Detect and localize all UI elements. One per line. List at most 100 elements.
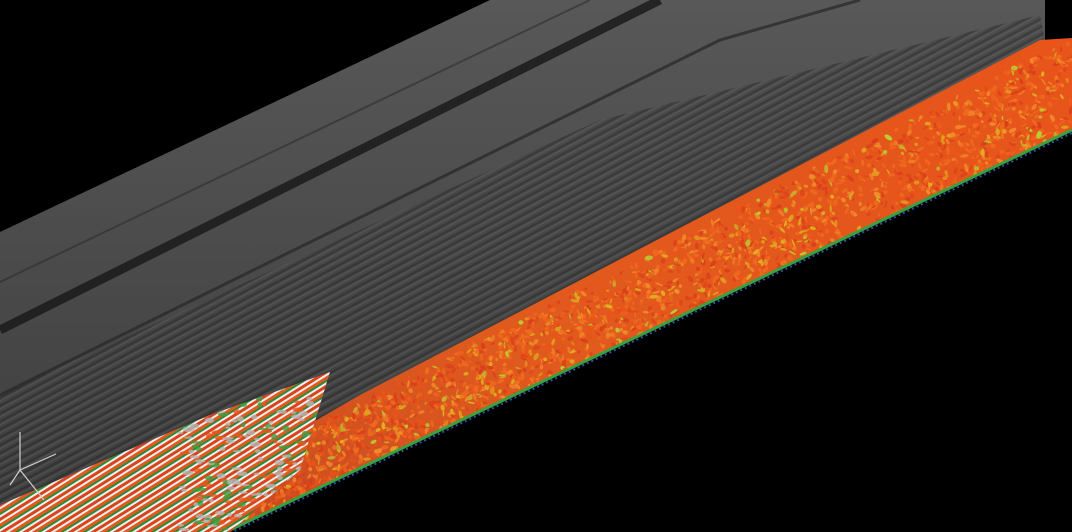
turbulent-structure [859, 175, 866, 180]
turbulent-structure [779, 226, 786, 233]
turbulent-structure [436, 366, 441, 375]
turbulent-structure [920, 149, 925, 155]
turbulent-structure [800, 174, 806, 179]
turbulent-structure [804, 199, 809, 204]
turbulent-structure [1018, 89, 1026, 96]
turbulent-structure [882, 150, 888, 155]
turbulent-structure [803, 204, 808, 212]
turbulent-structure [548, 354, 552, 359]
turbulent-structure [734, 252, 738, 258]
turbulent-structure [982, 124, 987, 128]
turbulent-structure [333, 431, 338, 439]
transition-structure [231, 467, 242, 471]
turbulent-structure [763, 235, 772, 239]
transition-structure [205, 433, 213, 439]
turbulent-structure [830, 219, 836, 227]
transition-structure [293, 400, 301, 404]
turbulent-structure [1037, 112, 1043, 116]
turbulent-structure [1041, 78, 1046, 86]
turbulent-structure [425, 423, 430, 428]
transition-structure [284, 461, 293, 465]
turbulent-structure [408, 388, 413, 394]
turbulent-structure [529, 370, 534, 374]
turbulent-structure [840, 154, 845, 158]
transition-structure [195, 514, 205, 519]
turbulent-structure [978, 147, 981, 154]
turbulent-structure [373, 442, 378, 448]
turbulent-structure [393, 402, 400, 409]
turbulent-structure [712, 291, 720, 296]
turbulent-structure [945, 138, 950, 145]
turbulent-structure [673, 302, 677, 310]
turbulent-structure [470, 365, 476, 371]
turbulent-structure [795, 231, 799, 236]
turbulent-structure [602, 293, 608, 299]
turbulent-structure [543, 357, 547, 362]
turbulent-structure [457, 414, 460, 419]
turbulent-structure [1001, 103, 1004, 112]
turbulent-structure [826, 198, 833, 206]
turbulent-structure [971, 122, 979, 128]
turbulent-structure [929, 110, 933, 115]
turbulent-structure [475, 380, 479, 384]
turbulent-structure [614, 318, 620, 323]
transition-structure [281, 425, 290, 431]
turbulent-structure [971, 147, 977, 152]
turbulent-structure [1018, 100, 1024, 106]
turbulent-structure [908, 176, 913, 182]
turbulent-structure [916, 173, 921, 177]
turbulent-structure [1065, 89, 1072, 96]
turbulent-structure [1046, 91, 1051, 96]
turbulent-structure [1053, 86, 1059, 91]
turbulent-structure [848, 155, 853, 160]
transition-structure [231, 419, 238, 423]
transition-structure [177, 431, 184, 435]
turbulent-structure [923, 136, 930, 141]
turbulent-structure [1052, 47, 1055, 52]
transition-structure [208, 461, 216, 464]
turbulent-structure [919, 162, 929, 165]
turbulent-structure [910, 193, 914, 199]
turbulent-structure [831, 158, 837, 166]
turbulent-structure [557, 314, 561, 319]
transition-structure [267, 426, 276, 430]
turbulent-structure [1033, 85, 1038, 89]
turbulent-structure [357, 415, 363, 422]
turbulent-structure [630, 306, 635, 311]
turbulent-structure [560, 342, 565, 346]
turbulent-structure [994, 75, 999, 81]
turbulent-structure [929, 115, 936, 119]
turbulent-structure [928, 127, 933, 130]
turbulent-structure [992, 135, 1002, 140]
turbulent-structure [433, 392, 440, 397]
turbulent-structure [884, 134, 893, 141]
turbulent-structure [283, 486, 290, 490]
turbulent-structure [576, 309, 581, 316]
turbulent-structure [689, 280, 694, 287]
transition-structure [202, 482, 212, 488]
turbulent-structure [479, 388, 487, 392]
turbulent-structure [525, 360, 528, 366]
turbulent-structure [894, 196, 899, 201]
turbulent-structure [381, 422, 386, 430]
turbulent-structure [1058, 61, 1064, 68]
turbulent-structure [783, 208, 788, 214]
turbulent-structure [906, 187, 915, 192]
turbulent-structure [372, 407, 379, 411]
turbulent-structure [427, 373, 433, 378]
turbulent-structure [609, 326, 614, 330]
turbulent-structure [376, 394, 383, 398]
turbulent-structure [735, 240, 739, 244]
turbulent-structure [639, 263, 644, 269]
turbulent-structure [865, 202, 871, 206]
turbulent-structure [335, 461, 340, 467]
turbulent-structure [631, 301, 635, 306]
transition-structure [239, 484, 250, 487]
turbulent-structure [619, 291, 623, 296]
turbulent-structure [762, 248, 767, 258]
turbulent-structure [683, 242, 689, 245]
turbulent-structure [781, 217, 790, 223]
turbulent-structure [821, 178, 828, 185]
turbulent-structure [1050, 97, 1059, 100]
turbulent-structure [858, 193, 864, 197]
